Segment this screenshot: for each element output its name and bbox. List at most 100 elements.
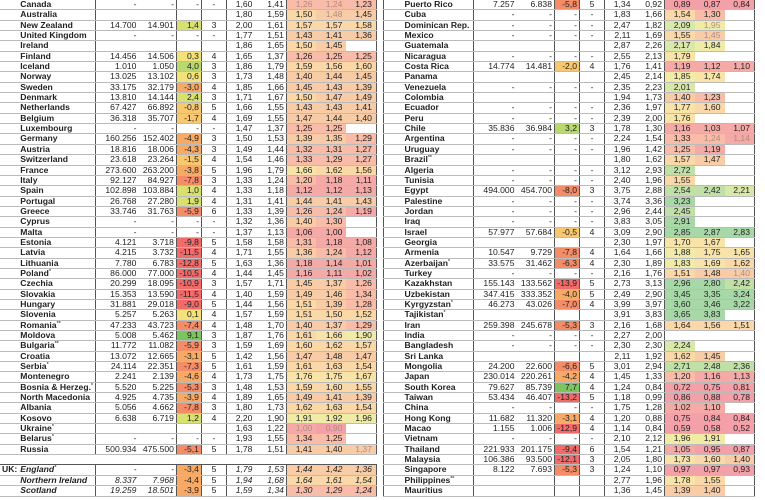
months-count: 5 <box>201 361 227 373</box>
change-pct: -2,0 <box>554 61 580 73</box>
country-name: Turkey <box>403 268 474 280</box>
births-curr: 6.719 <box>138 413 177 425</box>
months-count: 4 <box>579 227 605 238</box>
country-name: Portugal <box>19 196 96 207</box>
months-count <box>579 154 605 166</box>
country-name: Kazakhstan <box>403 278 474 290</box>
country-label: South Korea <box>404 382 456 392</box>
group-label <box>0 320 20 332</box>
tfr-e: 0,84 <box>724 413 755 425</box>
tfr-c: 1,50 <box>286 9 317 21</box>
change-pct: -5,1 <box>176 444 202 456</box>
table-row: Panama 2,45 2,14 1,85 1,74 <box>383 71 755 83</box>
table-row: Northern Ireland 8.337 7.968 -4,4 5 1,94 1,68 1… <box>0 475 377 487</box>
months-count: 5 <box>579 289 605 300</box>
tfr-a: 1,94 <box>226 475 255 487</box>
births-curr: - <box>516 330 555 342</box>
tfr-c: 1,41 <box>286 444 317 456</box>
tfr-d: 1,29 <box>316 485 347 497</box>
tfr-b: 1,67 <box>254 92 287 104</box>
country-name: Azerbaijan° <box>403 258 474 269</box>
births-prev: - <box>473 20 517 32</box>
country-name: Ecuador <box>403 102 474 114</box>
tfr-e: 1,27 <box>346 154 377 166</box>
table-row: Ecuador - - - -2,36 1,97 1,77 1,60 <box>383 102 755 114</box>
births-curr: - <box>516 433 555 445</box>
tfr-c: 1,19 <box>664 61 695 73</box>
births-prev <box>473 92 517 104</box>
births-prev <box>95 9 139 21</box>
tfr-a: 2,49 <box>604 289 633 300</box>
months-count: 4 <box>201 185 227 197</box>
births-curr: - <box>516 340 555 352</box>
tfr-d: 1,30 <box>694 9 725 21</box>
months-count: 6 <box>579 444 605 456</box>
table-row: Lithuania 7.780 6.783 -12,8 5 1,63 1,36 1,18 1,1… <box>0 258 377 269</box>
tfr-a: 1,57 <box>226 278 255 290</box>
tfr-e <box>346 216 377 228</box>
tfr-d: 1,12 <box>694 61 725 73</box>
months-count: 3 <box>201 92 227 104</box>
months-count: - <box>579 216 605 228</box>
change-pct: -12,9 <box>554 423 580 435</box>
group-label <box>383 82 404 94</box>
country-name: Georgia <box>403 237 474 249</box>
tfr-e: 1,54 <box>346 361 377 373</box>
births-prev: 4.215 <box>95 247 139 259</box>
table-row: Iceland 1.010 1.050 4,0 3 1,86 1,79 1,59 1,56 1,6… <box>0 61 377 73</box>
months-count: 5 <box>201 299 227 311</box>
tfr-a: 2,87 <box>604 40 633 52</box>
months-count: 4 <box>579 258 605 269</box>
country-name: Tajikistan° <box>403 309 474 321</box>
country-name: Finland <box>19 51 96 63</box>
tfr-b: 1,58 <box>254 237 287 249</box>
tfr-d: 1,40 <box>316 444 347 456</box>
tfr-b: 1,68 <box>254 475 287 487</box>
table-row: Argentina - - - -2,24 1,54 1,33 1,24 1,14 <box>383 133 755 145</box>
country-name: Italy <box>19 175 96 187</box>
table-row: France 273.600 263.200 -3,8 5 1,96 1,79 1,66 1,6… <box>0 165 377 176</box>
tfr-b: 1,79 <box>254 61 287 73</box>
tfr-a: 1,77 <box>226 30 255 42</box>
country-name: Switzerland <box>19 154 96 166</box>
empty-cell <box>176 454 202 466</box>
tfr-d: 2,42 <box>694 185 725 197</box>
tfr-c: 1,33 <box>664 133 695 145</box>
country-name: Uzbekistan <box>403 289 474 300</box>
country-name: Ukraine° <box>19 423 96 435</box>
group-label <box>0 227 20 238</box>
tfr-c: 1,57 <box>286 20 317 32</box>
change-pct <box>554 71 580 83</box>
group-label <box>383 216 404 228</box>
group-label <box>0 144 20 156</box>
table-row: Colombia 1,94 1,73 1,40 1,23 <box>383 92 755 104</box>
group-label <box>0 133 20 145</box>
tfr-a: 1,48 <box>226 382 255 394</box>
tfr-e: 1,40 <box>346 113 377 125</box>
tfr-c: 1,43 <box>286 30 317 42</box>
tfr-d: 1,63 <box>316 402 347 414</box>
change-pct: 1,4 <box>176 20 202 32</box>
tfr-d: 1,55 <box>694 475 725 487</box>
tfr-b: 1,92 <box>632 351 665 363</box>
births-curr <box>138 423 177 435</box>
group-label <box>0 289 20 300</box>
tfr-a: 3,12 <box>604 165 633 176</box>
empty-cell <box>19 454 96 466</box>
change-pct <box>176 40 202 52</box>
change-pct: -3,4 <box>176 464 202 476</box>
births-prev: 4.925 <box>95 392 139 404</box>
tfr-e: 0,87 <box>724 444 755 456</box>
births-curr: 11.082 <box>138 340 177 352</box>
tfr-e: 1,62 <box>724 258 755 269</box>
tfr-a: 1,54 <box>604 444 633 456</box>
table-row: Bulgaria°° 11.772 11.082 -5,9 3 1,59 1,69 1,60 1… <box>0 340 377 352</box>
group-label <box>0 278 20 290</box>
country-label: Jordan <box>404 206 434 216</box>
change-pct: -13,2 <box>554 392 580 404</box>
months-count: 5 <box>201 351 227 363</box>
group-label <box>383 423 404 435</box>
tfr-e <box>724 154 755 166</box>
tfr-d: 1,42 <box>316 464 347 476</box>
births-curr: - <box>138 216 177 228</box>
